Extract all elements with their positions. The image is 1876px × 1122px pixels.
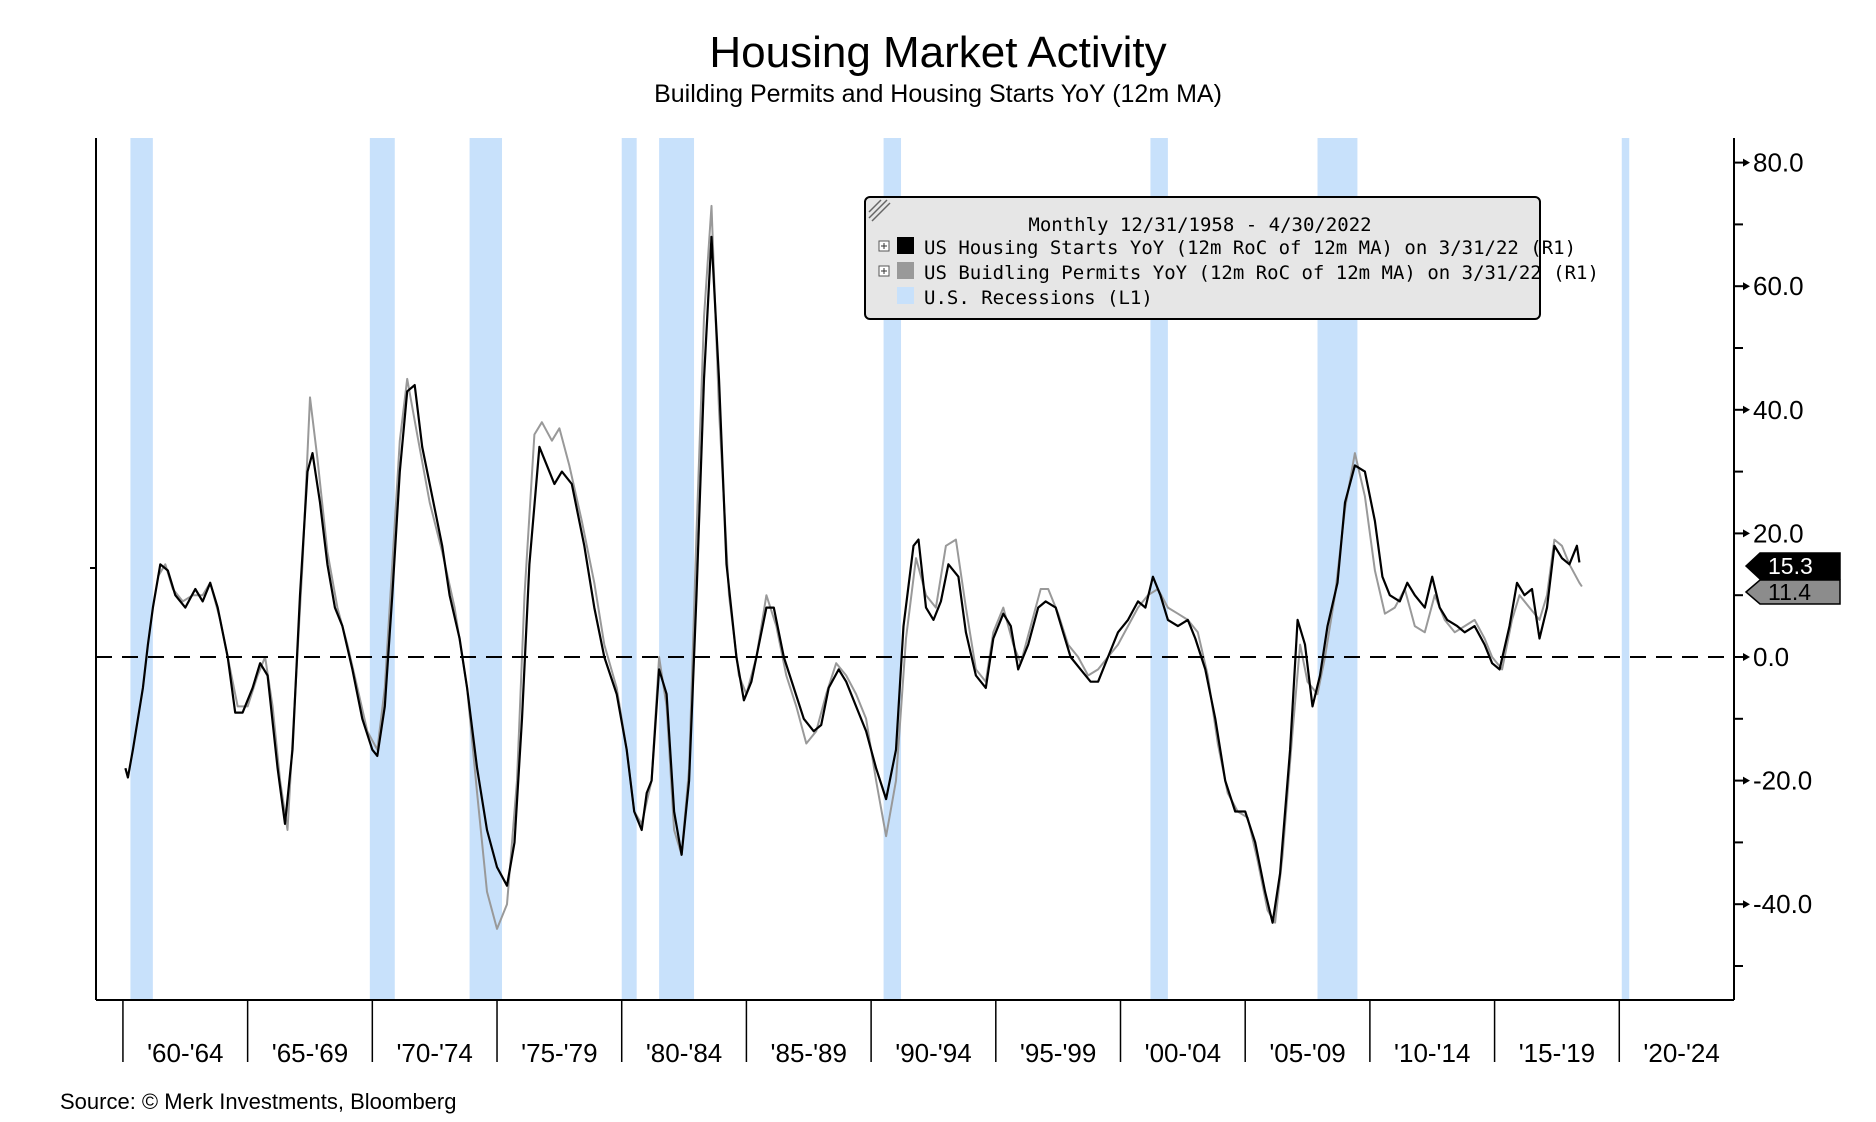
- series-lines: [124, 204, 1583, 930]
- recession-band: [369, 138, 395, 1000]
- recession-band: [130, 138, 153, 1000]
- y-tick-arrow: [1743, 282, 1750, 291]
- x-tick-label: '05-'09: [1269, 1038, 1345, 1068]
- y-tick-label: 20.0: [1753, 518, 1804, 548]
- x-tick-label: '65-'69: [272, 1038, 348, 1068]
- y-tick-arrow: [1743, 776, 1750, 785]
- chart-title: Housing Market Activity: [709, 28, 1166, 77]
- recession-band: [1621, 138, 1630, 1000]
- y-tick-label: 80.0: [1753, 148, 1804, 178]
- x-tick-label: '00-'04: [1145, 1038, 1221, 1068]
- legend-label-starts: US Housing Starts YoY (12m RoC of 12m MA…: [924, 237, 1576, 259]
- badge-starts-value: 15.3: [1768, 553, 1813, 579]
- x-tick-label: '10-'14: [1394, 1038, 1470, 1068]
- y-tick-label: 60.0: [1753, 271, 1804, 301]
- legend-expand-plus-icon: [881, 268, 887, 274]
- y-tick-arrow: [1743, 529, 1750, 538]
- last-value-badge-starts: 15.3: [1744, 552, 1841, 580]
- x-tick-label: '15-'19: [1519, 1038, 1595, 1068]
- legend-label-permits: US Buidling Permits YoY (12m RoC of 12m …: [924, 262, 1599, 284]
- y-tick-arrow: [1743, 405, 1750, 414]
- series-line-building-permits: [156, 204, 1583, 930]
- recession-band: [469, 138, 503, 1000]
- legend-grip-icon: [868, 199, 891, 222]
- y-axis-ticks: 80.0 60.0 40.0 20.0 0.0 -20.0 -40.0: [1734, 148, 1812, 967]
- x-tick-label: '70-'74: [396, 1038, 472, 1068]
- badge-permits-value: 11.4: [1768, 579, 1811, 605]
- x-tick-label: '85-'89: [771, 1038, 847, 1068]
- series-line-housing-starts: [124, 235, 1581, 924]
- y-tick-arrow: [1743, 653, 1750, 661]
- x-tick-label: '90-'94: [895, 1038, 971, 1068]
- y-tick-label: -20.0: [1753, 766, 1812, 796]
- recession-band: [1150, 138, 1168, 1000]
- x-tick-label: '95-'99: [1020, 1038, 1096, 1068]
- legend: Monthly 12/31/1958 - 4/30/2022 US Housin…: [864, 196, 1599, 320]
- y-tick-arrow: [1743, 900, 1750, 909]
- legend-swatch-recessions: [897, 287, 914, 304]
- chart-subtitle: Building Permits and Housing Starts YoY …: [654, 80, 1222, 108]
- x-axis-ticks: '60-'64 '65-'69 '70-'74 '75-'79 '80-'84 '85-'…: [122, 1000, 1720, 1068]
- x-tick-label: '20-'24: [1643, 1038, 1719, 1068]
- y-tick-label: 40.0: [1753, 395, 1804, 425]
- source-note: Source: © Merk Investments, Bloomberg: [60, 1089, 456, 1114]
- x-tick-label: '60-'64: [147, 1038, 223, 1068]
- legend-header: Monthly 12/31/1958 - 4/30/2022: [1028, 214, 1371, 236]
- last-value-badge-permits: 11.4: [1744, 579, 1841, 605]
- legend-expand-plus-icon: [881, 243, 887, 249]
- recession-band: [659, 138, 695, 1000]
- y-tick-label: 0.0: [1753, 642, 1789, 672]
- y-tick-label: -40.0: [1753, 889, 1812, 919]
- legend-swatch-starts: [897, 237, 914, 254]
- recession-band: [621, 138, 637, 1000]
- x-tick-label: '75-'79: [521, 1038, 597, 1068]
- legend-label-recessions: U.S. Recessions (L1): [924, 287, 1153, 309]
- x-tick-label: '80-'84: [646, 1038, 722, 1068]
- y-tick-arrow: [1743, 158, 1750, 167]
- legend-box: [864, 196, 1541, 320]
- legend-swatch-permits: [897, 262, 914, 279]
